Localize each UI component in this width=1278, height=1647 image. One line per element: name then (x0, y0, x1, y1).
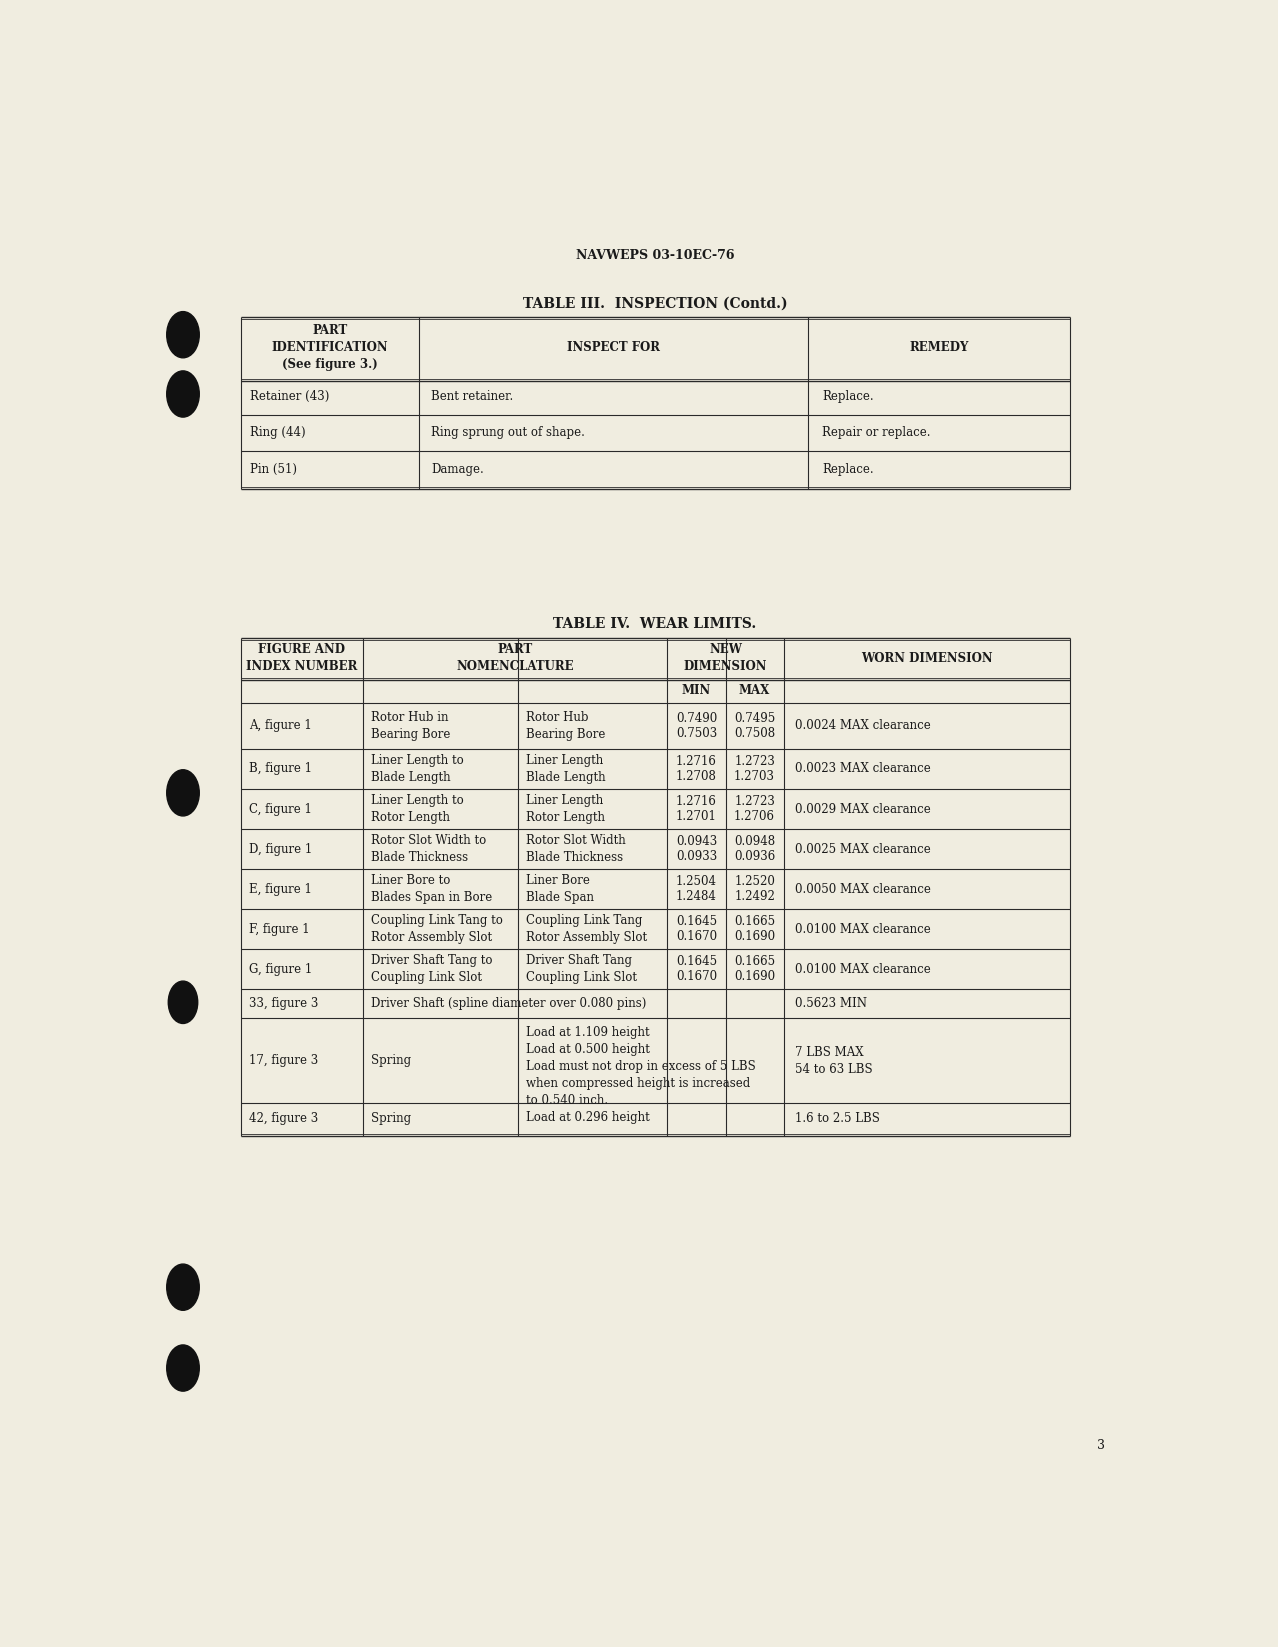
Text: B, figure 1: B, figure 1 (249, 763, 312, 776)
Text: Liner Length
Rotor Length: Liner Length Rotor Length (525, 794, 604, 824)
Text: WORN DIMENSION: WORN DIMENSION (861, 652, 993, 665)
Text: 1.2484: 1.2484 (676, 891, 717, 903)
Text: Replace.: Replace. (822, 390, 874, 404)
Text: 7 LBS MAX
54 to 63 LBS: 7 LBS MAX 54 to 63 LBS (795, 1046, 873, 1075)
Text: Rotor Slot Width
Blade Thickness: Rotor Slot Width Blade Thickness (525, 833, 625, 865)
Text: 0.1690: 0.1690 (734, 931, 776, 944)
Text: 0.7495: 0.7495 (734, 712, 776, 725)
Text: Rotor Hub
Bearing Bore: Rotor Hub Bearing Bore (525, 712, 604, 741)
Text: NAVWEPS 03-10EC-76: NAVWEPS 03-10EC-76 (575, 249, 735, 262)
Text: 0.7508: 0.7508 (734, 726, 776, 740)
Text: F, figure 1: F, figure 1 (249, 922, 309, 935)
Text: MAX: MAX (739, 684, 771, 697)
Text: 33, figure 3: 33, figure 3 (249, 998, 318, 1010)
Text: 0.0933: 0.0933 (676, 850, 717, 863)
Text: FIGURE AND
INDEX NUMBER: FIGURE AND INDEX NUMBER (247, 642, 358, 674)
Text: Liner Length to
Blade Length: Liner Length to Blade Length (371, 754, 464, 784)
Text: 0.1670: 0.1670 (676, 970, 717, 983)
Text: 0.1645: 0.1645 (676, 916, 717, 927)
Ellipse shape (166, 1265, 199, 1311)
Text: Bent retainer.: Bent retainer. (431, 390, 514, 404)
Text: 0.0029 MAX clearance: 0.0029 MAX clearance (795, 802, 930, 815)
Text: Load at 0.296 height: Load at 0.296 height (525, 1110, 649, 1123)
Text: 0.7503: 0.7503 (676, 726, 717, 740)
Text: 0.1665: 0.1665 (734, 916, 776, 927)
Text: MIN: MIN (681, 684, 711, 697)
Text: 0.7490: 0.7490 (676, 712, 717, 725)
Text: 1.6 to 2.5 LBS: 1.6 to 2.5 LBS (795, 1112, 881, 1125)
Text: Driver Shaft Tang to
Coupling Link Slot: Driver Shaft Tang to Coupling Link Slot (371, 954, 492, 985)
Text: TABLE III.  INSPECTION (Contd.): TABLE III. INSPECTION (Contd.) (523, 296, 787, 311)
Text: 0.5623 MIN: 0.5623 MIN (795, 998, 868, 1010)
Text: Rotor Slot Width to
Blade Thickness: Rotor Slot Width to Blade Thickness (371, 833, 486, 865)
Text: 3: 3 (1098, 1438, 1105, 1451)
Ellipse shape (166, 371, 199, 417)
Text: 1.2708: 1.2708 (676, 771, 717, 784)
Text: Spring: Spring (371, 1054, 410, 1067)
Text: Liner Length to
Rotor Length: Liner Length to Rotor Length (371, 794, 464, 824)
Text: 1.2520: 1.2520 (734, 875, 774, 888)
Text: Driver Shaft (spline diameter over 0.080 pins): Driver Shaft (spline diameter over 0.080… (371, 998, 645, 1010)
Text: G, figure 1: G, figure 1 (249, 963, 312, 975)
Text: E, figure 1: E, figure 1 (249, 883, 312, 896)
Text: 1.2504: 1.2504 (676, 875, 717, 888)
Ellipse shape (166, 1346, 199, 1392)
Text: 17, figure 3: 17, figure 3 (249, 1054, 318, 1067)
Text: Spring: Spring (371, 1112, 410, 1125)
Text: 0.0050 MAX clearance: 0.0050 MAX clearance (795, 883, 932, 896)
Text: Driver Shaft Tang
Coupling Link Slot: Driver Shaft Tang Coupling Link Slot (525, 954, 636, 985)
Text: 0.0936: 0.0936 (734, 850, 776, 863)
Text: 0.1665: 0.1665 (734, 955, 776, 968)
Text: Liner Bore
Blade Span: Liner Bore Blade Span (525, 875, 593, 904)
Text: Rotor Hub in
Bearing Bore: Rotor Hub in Bearing Bore (371, 712, 450, 741)
Text: C, figure 1: C, figure 1 (249, 802, 312, 815)
Text: Liner Length
Blade Length: Liner Length Blade Length (525, 754, 606, 784)
Text: Coupling Link Tang to
Rotor Assembly Slot: Coupling Link Tang to Rotor Assembly Slo… (371, 914, 502, 944)
Text: 0.1690: 0.1690 (734, 970, 776, 983)
Text: PART
IDENTIFICATION
(See figure 3.): PART IDENTIFICATION (See figure 3.) (272, 324, 389, 371)
Text: D, figure 1: D, figure 1 (249, 843, 312, 855)
Text: A, figure 1: A, figure 1 (249, 720, 312, 733)
Ellipse shape (166, 311, 199, 357)
Text: Retainer (43): Retainer (43) (250, 390, 330, 404)
Text: 0.0023 MAX clearance: 0.0023 MAX clearance (795, 763, 930, 776)
Text: 1.2701: 1.2701 (676, 810, 717, 824)
Text: 0.1670: 0.1670 (676, 931, 717, 944)
Text: INSPECT FOR: INSPECT FOR (567, 341, 661, 354)
Text: NEW
DIMENSION: NEW DIMENSION (684, 642, 767, 674)
Text: 0.1645: 0.1645 (676, 955, 717, 968)
Text: 42, figure 3: 42, figure 3 (249, 1112, 318, 1125)
Text: TABLE IV.  WEAR LIMITS.: TABLE IV. WEAR LIMITS. (553, 618, 757, 631)
Text: 1.2706: 1.2706 (734, 810, 774, 824)
Text: 0.0024 MAX clearance: 0.0024 MAX clearance (795, 720, 930, 733)
Text: 1.2723: 1.2723 (734, 754, 774, 768)
Text: Liner Bore to
Blades Span in Bore: Liner Bore to Blades Span in Bore (371, 875, 492, 904)
Text: 0.0943: 0.0943 (676, 835, 717, 848)
Text: REMEDY: REMEDY (910, 341, 969, 354)
Ellipse shape (169, 982, 198, 1023)
Text: 1.2716: 1.2716 (676, 796, 717, 807)
Ellipse shape (166, 769, 199, 815)
Text: 1.2723: 1.2723 (734, 796, 774, 807)
Text: 0.0948: 0.0948 (734, 835, 776, 848)
Text: Replace.: Replace. (822, 463, 874, 476)
Text: 0.0100 MAX clearance: 0.0100 MAX clearance (795, 963, 930, 975)
Text: Ring sprung out of shape.: Ring sprung out of shape. (431, 427, 585, 440)
Text: Damage.: Damage. (431, 463, 484, 476)
Text: 1.2492: 1.2492 (734, 891, 774, 903)
Text: Coupling Link Tang
Rotor Assembly Slot: Coupling Link Tang Rotor Assembly Slot (525, 914, 647, 944)
Text: 1.2716: 1.2716 (676, 754, 717, 768)
Text: 0.0100 MAX clearance: 0.0100 MAX clearance (795, 922, 930, 935)
Text: 1.2703: 1.2703 (734, 771, 774, 784)
Text: Ring (44): Ring (44) (250, 427, 305, 440)
Text: Pin (51): Pin (51) (250, 463, 298, 476)
Text: Repair or replace.: Repair or replace. (822, 427, 930, 440)
Text: PART
NOMENCLATURE: PART NOMENCLATURE (456, 642, 574, 674)
Text: 0.0025 MAX clearance: 0.0025 MAX clearance (795, 843, 930, 855)
Text: Load at 1.109 height
Load at 0.500 height
Load must not drop in excess of 5 LBS
: Load at 1.109 height Load at 0.500 heigh… (525, 1026, 755, 1107)
